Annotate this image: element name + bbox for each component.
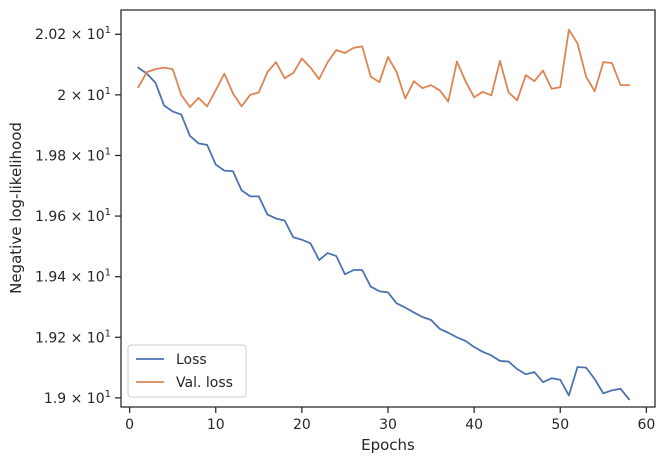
y-tick-label: 2.02 × 101: [35, 25, 111, 43]
x-tick-label: 60: [637, 417, 655, 433]
y-tick-label: 1.94 × 101: [35, 268, 111, 286]
x-tick-label: 30: [379, 417, 397, 433]
x-tick-label: 20: [293, 417, 311, 433]
x-tick-label: 0: [125, 417, 134, 433]
y-tick-label: 1.96 × 101: [35, 207, 111, 225]
series-line-val-loss: [137, 28, 631, 108]
x-axis-label: Epochs: [361, 436, 415, 454]
y-tick-label: 1.9 × 101: [44, 389, 111, 407]
legend: Loss Val. loss: [127, 344, 247, 398]
y-tick-label: 2 × 101: [57, 86, 111, 104]
x-axis: 0 10 20 30 40 50 60: [125, 407, 655, 433]
x-tick-label: 10: [207, 417, 225, 433]
y-tick-label: 1.98 × 101: [35, 146, 111, 164]
y-axis: 1.9 × 101 1.92 × 101 1.94 × 101 1.96 × 101 1…: [35, 25, 121, 407]
y-tick-label: 1.92 × 101: [35, 328, 111, 346]
x-tick-label: 40: [465, 417, 483, 433]
legend-box: [127, 344, 247, 398]
legend-label-val-loss: Val. loss: [176, 375, 233, 391]
series-layer: [137, 28, 631, 401]
x-tick-label: 50: [551, 417, 569, 433]
legend-label-loss: Loss: [176, 352, 207, 368]
series-line-loss: [137, 66, 631, 401]
y-axis-label: Negative log-likelihood: [7, 122, 25, 294]
